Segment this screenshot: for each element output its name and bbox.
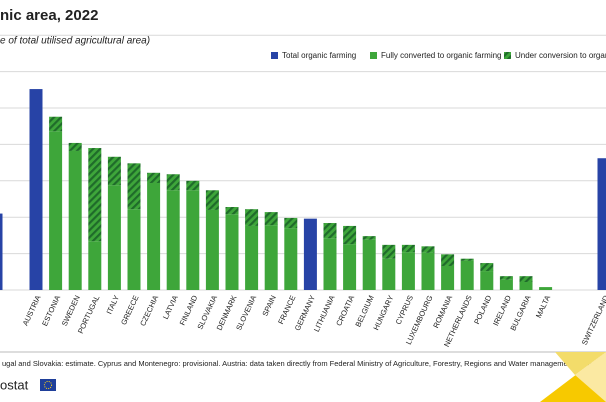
footnote: ugal and Slovakia: estimate. Cyprus and … <box>2 359 606 368</box>
bar-segment <box>107 185 121 290</box>
legend-swatch <box>271 52 278 59</box>
bar-segment <box>68 150 82 290</box>
bar-segment <box>49 131 63 290</box>
chart-subtitle: e of total utilised agricultural area) <box>0 36 150 47</box>
legend-label: Fully converted to organic farming <box>381 51 502 60</box>
x-tick-label: SWITZERLAND <box>580 293 606 346</box>
bar-segment <box>186 180 200 191</box>
legend-swatch <box>504 52 511 59</box>
logo-text: ostat <box>0 377 29 392</box>
bar-segment <box>166 174 180 191</box>
bar-segment <box>519 281 533 290</box>
x-tick-label: CROATIA <box>334 294 356 328</box>
bar-segment <box>264 212 278 226</box>
bar-segment <box>401 244 415 253</box>
bar-segment <box>205 190 219 210</box>
bar-segment <box>401 252 415 290</box>
bar-segment <box>323 223 337 239</box>
x-tick-label: ITALY <box>105 294 121 316</box>
bar-segment <box>29 89 43 291</box>
x-tick-label: BELGIUM <box>353 294 375 328</box>
x-tick-label: FINLAND <box>178 293 200 326</box>
eu-flag <box>40 379 56 391</box>
bar-segment <box>362 236 376 240</box>
bar-segment <box>382 244 396 259</box>
bar-segment <box>460 260 474 290</box>
bar-segment <box>499 276 513 280</box>
legend-label: Under conversion to organi <box>515 51 606 60</box>
x-tick-label: MALTA <box>534 294 552 319</box>
bar-segment <box>107 156 121 186</box>
bar-segment <box>460 258 474 261</box>
bar-segment <box>343 244 357 290</box>
bar-segment <box>225 214 239 290</box>
bar-segment <box>0 213 3 290</box>
x-tick-label: SWEDEN <box>60 294 82 328</box>
bar-segment <box>147 182 161 290</box>
bar-segment <box>225 207 239 215</box>
bar-segment <box>362 239 376 290</box>
chart-title: nic area, 2022 <box>0 7 98 24</box>
bar-segment <box>480 271 494 290</box>
bar-segment <box>519 276 533 282</box>
bar-segment <box>88 241 102 290</box>
x-tick-label: ESTONIA <box>40 294 62 328</box>
bar-segment <box>264 225 278 290</box>
x-tick-label: GREECE <box>119 294 141 327</box>
bar-segment <box>186 190 200 290</box>
bar-segment <box>480 263 494 272</box>
legend-swatch <box>370 52 377 59</box>
bar-segment <box>127 209 141 290</box>
x-tick-label: POLAND <box>472 293 493 325</box>
x-tick-label: IRELAND <box>491 293 513 327</box>
bar-segment <box>284 228 298 290</box>
bar-segment <box>421 252 435 290</box>
bar-segment <box>245 225 259 290</box>
x-tick-label: HUNGARY <box>371 294 395 332</box>
bar-segment <box>303 218 317 290</box>
x-tick-label: CZECHIA <box>138 294 160 328</box>
bar-segment <box>441 265 455 290</box>
x-tick-label: LATVIA <box>161 294 180 321</box>
bar-segment <box>68 142 82 151</box>
bar-segment <box>127 163 141 210</box>
bar-segment <box>499 279 513 290</box>
bar-segment <box>382 258 396 290</box>
x-tick-label: SLOVENIA <box>234 294 258 332</box>
x-tick-label: AUSTRIA <box>21 294 43 327</box>
bar-segment <box>421 246 435 253</box>
bar-segment <box>441 254 455 266</box>
bar-segment <box>323 238 337 290</box>
bar-segment <box>539 287 553 290</box>
x-tick-label: CYPRUS <box>394 294 415 326</box>
bar-segment <box>147 172 161 183</box>
decoration <box>540 352 606 402</box>
bar-segment <box>166 190 180 290</box>
x-tick-label: FRANCE <box>276 294 297 326</box>
bar-segment <box>245 209 259 226</box>
bar-segment <box>205 209 219 290</box>
bar-segment <box>49 116 63 132</box>
legend-label: Total organic farming <box>282 51 356 60</box>
bar-segment <box>88 148 102 242</box>
bar-segment <box>284 217 298 229</box>
bar-segment <box>343 225 357 245</box>
bar-segment <box>597 158 606 290</box>
x-tick-label: SPAIN <box>260 294 277 318</box>
